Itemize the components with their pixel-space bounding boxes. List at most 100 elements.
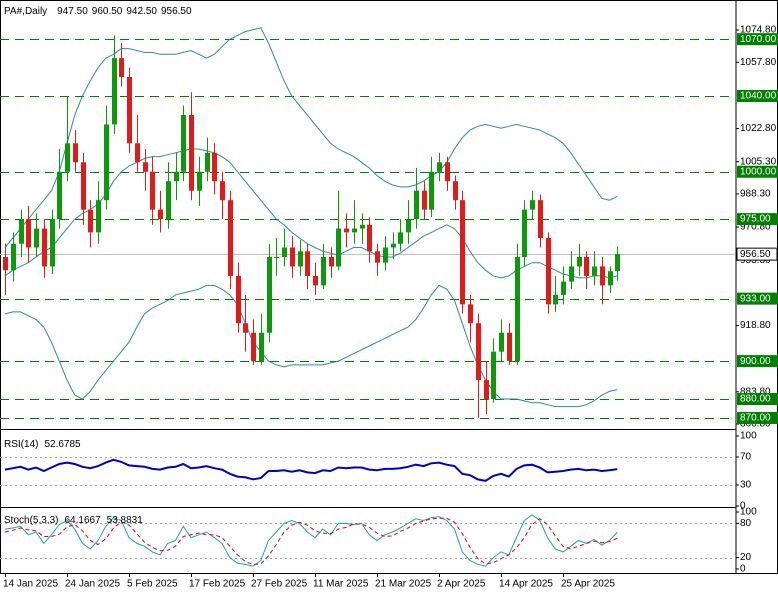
candle-body: [290, 247, 295, 267]
level-label: 1000.00: [740, 166, 777, 177]
candle-body: [460, 200, 465, 305]
x-tick-label: 17 Feb 2025: [189, 579, 246, 590]
x-tick-label: 2 Apr 2025: [437, 579, 486, 590]
header-value: 956.50: [161, 6, 192, 17]
last-price-label: 956.50: [740, 249, 771, 260]
candle-body: [429, 171, 434, 210]
candle-body: [197, 171, 202, 191]
x-tick-label: 14 Apr 2025: [499, 579, 553, 590]
candle-body: [584, 256, 589, 276]
candle-body: [166, 181, 171, 220]
y-tick-label: 1057.80: [740, 57, 777, 68]
candle-body: [259, 332, 264, 362]
candle-body: [367, 224, 372, 252]
y-tick-label: 20: [740, 552, 752, 563]
y-tick-label: 1022.80: [740, 123, 777, 134]
candle-body: [383, 247, 388, 263]
candle-body: [96, 200, 101, 233]
candle-body: [274, 256, 279, 258]
candle-body: [42, 228, 47, 267]
panel-header: PA#,Daily 947.50 960.50 942.50 956.50: [4, 6, 192, 17]
panel-header: RSI(14) 52.6785: [4, 439, 81, 450]
level-label-box: [737, 213, 778, 226]
candle-body: [228, 200, 233, 276]
candle-body: [174, 171, 179, 182]
level-label: 1070.00: [740, 34, 777, 45]
band-line: [4, 27, 618, 248]
x-tick-label: 27 Feb 2025: [251, 579, 308, 590]
candle-body: [57, 171, 62, 220]
candle-body: [150, 171, 155, 210]
candle-body: [375, 251, 380, 263]
y-tick-label: 70: [740, 452, 752, 463]
x-tick-label: 25 Apr 2025: [561, 579, 615, 590]
candle-body: [127, 77, 132, 144]
candle-body: [546, 238, 551, 305]
candle-body: [88, 209, 93, 233]
candle-body: [329, 256, 334, 267]
candle-body: [592, 266, 597, 276]
candle-body: [313, 275, 318, 286]
last-price-box: [736, 247, 778, 261]
candle-body: [321, 256, 326, 286]
y-tick-label: 866.80: [740, 419, 771, 430]
level-label: 870.00: [740, 413, 771, 424]
candle-body: [577, 256, 582, 267]
level-label: 975.00: [740, 214, 771, 225]
y-tick-label: 100: [740, 507, 757, 518]
frame: [0, 0, 778, 574]
y-tick-label: 918.80: [740, 320, 771, 331]
candle-body: [522, 209, 527, 257]
candle-body: [360, 224, 365, 229]
x-tick-label: 11 Mar 2025: [313, 579, 369, 590]
candle-body: [189, 114, 194, 191]
header-value: 942.50: [126, 6, 157, 17]
candle-body: [538, 200, 543, 239]
candle-body: [445, 162, 450, 182]
candle-body: [104, 124, 109, 201]
candle-body: [507, 332, 512, 362]
y-tick-label: 970.80: [740, 222, 771, 233]
x-tick-label: 14 Jan 2025: [3, 579, 58, 590]
indicator-line: [4, 514, 618, 567]
candle-body: [212, 152, 217, 182]
level-label: 1040.00: [740, 91, 777, 102]
candle-body: [553, 294, 558, 305]
header-value: 53.8831: [107, 515, 144, 526]
level-label-box: [737, 33, 778, 46]
y-tick-label: 0: [740, 501, 746, 512]
header-value: 947.50: [57, 6, 88, 17]
candle-body: [336, 228, 341, 267]
candle-body: [499, 332, 504, 352]
level-label-box: [737, 355, 778, 368]
candle-body: [181, 114, 186, 172]
level-label-box: [737, 165, 778, 178]
candle-body: [119, 58, 124, 78]
y-tick-label: 80: [740, 518, 752, 529]
candle-body: [600, 266, 605, 286]
panel-title: RSI(14): [4, 439, 38, 450]
level-label: 900.00: [740, 356, 771, 367]
y-tick-label: 30: [740, 480, 752, 491]
candle-body: [11, 243, 16, 271]
level-label-box: [737, 393, 778, 406]
candle-body: [81, 162, 86, 210]
candle-body: [608, 271, 613, 286]
candle-body: [414, 190, 419, 220]
candle-body: [143, 162, 148, 172]
candle-body: [453, 181, 458, 201]
y-tick-label: 883.80: [740, 386, 771, 397]
y-tick-label: 0: [740, 564, 746, 575]
y-tick-label: 100: [740, 431, 757, 442]
candle-body: [491, 351, 496, 400]
panel-title: PA#,Daily: [4, 6, 47, 17]
candle-body: [530, 200, 535, 210]
candle-body: [561, 281, 566, 295]
candle-body: [398, 232, 403, 244]
candle-body: [267, 256, 272, 333]
y-tick-label: 1074.80: [740, 25, 777, 36]
candle-body: [515, 256, 520, 362]
level-label-box: [737, 292, 778, 305]
candle-body: [3, 256, 8, 271]
